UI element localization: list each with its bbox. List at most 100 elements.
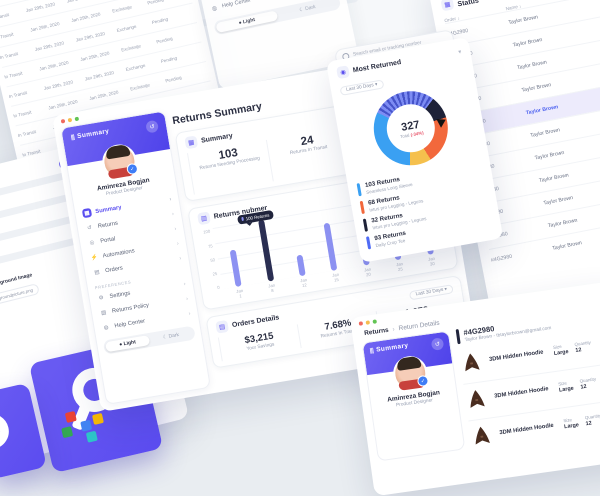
return-details-window: Returns › Return Details ||| Summary ↺ ✓… bbox=[350, 280, 600, 496]
legend-swatch bbox=[356, 183, 362, 197]
status-cell: In Transit bbox=[8, 90, 28, 100]
status-cell: In Transit bbox=[0, 31, 14, 41]
logo-label: Summary bbox=[375, 342, 409, 354]
status-icon: ▦ bbox=[440, 0, 455, 12]
logo-square-green bbox=[61, 426, 74, 439]
chart-bar[interactable] bbox=[288, 214, 308, 277]
y-axis-tick: 75 bbox=[207, 243, 213, 249]
chevron-right-icon: › bbox=[183, 280, 187, 288]
return-item-row[interactable]: 3DM Hidden Hoodie Size Large Quantity 12 bbox=[463, 361, 600, 417]
menu-item-icon: ▦ bbox=[81, 207, 93, 219]
logo-square-blue bbox=[80, 419, 93, 432]
status-cell: In Transit bbox=[3, 70, 23, 80]
app-logo: ||| Summary bbox=[70, 128, 110, 141]
logo-label: Summary bbox=[76, 127, 110, 141]
y-axis-tick: 50 bbox=[209, 257, 216, 263]
background-file-chip[interactable]: Backgroundpicture.png bbox=[0, 283, 41, 308]
orders-card-title: Orders Details bbox=[231, 314, 280, 330]
chevron-right-icon: › bbox=[188, 310, 191, 317]
chevron-right-icon: › bbox=[176, 240, 180, 247]
date-cell: Jan 29th, 2020 bbox=[34, 40, 65, 53]
maximize-window-icon[interactable] bbox=[74, 116, 80, 121]
customer-name-cell: Taylor Brown bbox=[538, 172, 570, 185]
logo-square-yellow bbox=[91, 412, 104, 425]
donut-delta: (-34%) bbox=[410, 129, 424, 137]
minimize-window-icon[interactable] bbox=[365, 319, 370, 325]
close-window-icon[interactable] bbox=[358, 320, 364, 326]
chevron-right-icon: › bbox=[392, 325, 396, 334]
x-axis-tick: Jan 1 bbox=[235, 288, 244, 299]
date-cell: Jan 29th, 2020 bbox=[29, 20, 61, 33]
x-axis-tick: Jan 25 bbox=[395, 261, 404, 273]
chevron-down-icon[interactable]: ▾ bbox=[457, 48, 462, 56]
theme-dark-option[interactable]: ☾ Dark bbox=[298, 4, 317, 14]
summary-card-icon: ▦ bbox=[184, 135, 199, 150]
item-name: 3DM Hidden Hoodie bbox=[493, 386, 549, 400]
return-item-row[interactable]: 3DM Hidden Hoodie Size Large Quantity 12 bbox=[458, 326, 600, 380]
x-axis-tick: Jan 30 bbox=[427, 256, 436, 268]
menu-item-icon: ⚙ bbox=[98, 294, 105, 302]
logo-square-teal bbox=[85, 430, 98, 443]
chart-bar[interactable] bbox=[224, 225, 244, 288]
most-returned-title: Most Returned bbox=[352, 58, 402, 74]
state-cell: Pending bbox=[155, 35, 174, 45]
return-item-row[interactable]: 3DM Hidden Hoodie Size Large Quantity 12 bbox=[468, 398, 600, 454]
date-cell: Jan 29th, 2020 bbox=[88, 89, 119, 102]
order-id-cell: #4G2980 bbox=[490, 253, 513, 264]
state-cell: Pending bbox=[160, 55, 178, 65]
item-name: 3DM Hidden Hoodie bbox=[499, 422, 555, 437]
chevron-right-icon: › bbox=[185, 295, 189, 302]
status-cell: In Transit bbox=[589, 17, 600, 33]
sidebar-mini: ||| Summary ↺ ✓ Aminreza Bogjan Product … bbox=[361, 330, 466, 462]
type-cell: Exchange bbox=[120, 43, 142, 53]
minimize-window-icon[interactable] bbox=[67, 117, 73, 122]
date-range-dropdown[interactable]: Last 30 Days ▾ bbox=[409, 284, 454, 301]
maximize-window-icon[interactable] bbox=[372, 318, 377, 324]
theme-dark-option[interactable]: ☾ Dark bbox=[162, 332, 180, 341]
verified-badge-icon: ✓ bbox=[126, 162, 139, 176]
summary-card-title: Summary bbox=[200, 132, 234, 145]
theme-light-option[interactable]: ● Light bbox=[105, 335, 151, 353]
hoodie-image bbox=[470, 390, 485, 408]
collapse-sidebar-button[interactable]: ↺ bbox=[145, 119, 160, 134]
type-cell: Exchange bbox=[111, 4, 133, 14]
chart-bar[interactable] bbox=[320, 209, 340, 272]
close-window-icon[interactable] bbox=[60, 118, 66, 124]
status-cell: In Transit bbox=[0, 12, 10, 21]
item-name: 3DM Hidden Hoodie bbox=[488, 349, 544, 364]
date-cell: Jan 29th, 2020 bbox=[75, 31, 106, 43]
type-cell: Exchange bbox=[129, 82, 151, 92]
status-cell: In Transit bbox=[585, 0, 600, 11]
logo-icon: ||| bbox=[369, 347, 374, 355]
theme-light-option[interactable]: ● Light bbox=[215, 10, 279, 33]
logo-ring bbox=[0, 410, 13, 453]
collapse-sidebar-button[interactable]: ↺ bbox=[430, 337, 445, 351]
type-cell: Exchange bbox=[116, 23, 137, 34]
menu-item-label: Returns bbox=[97, 220, 119, 230]
menu-item-label: Summary bbox=[94, 204, 122, 215]
size-value: Large bbox=[553, 348, 569, 357]
date-cell: Jan 29th, 2020 bbox=[47, 98, 79, 111]
y-axis-tick: 25 bbox=[212, 271, 218, 277]
status-label: Status bbox=[457, 0, 480, 9]
menu-item-label: Automations bbox=[102, 247, 136, 259]
menu-item-label: Orders bbox=[104, 264, 124, 274]
brand-logo-icon bbox=[0, 408, 27, 479]
chart-bar[interactable] bbox=[256, 219, 276, 283]
date-cell: Jan 29th, 2020 bbox=[38, 59, 70, 72]
quantity-value: 12 bbox=[575, 347, 582, 354]
x-axis-tick: Jan 8 bbox=[267, 283, 276, 294]
y-axis-tick: 0 bbox=[216, 285, 221, 291]
hanger-icon: ◉ bbox=[336, 65, 350, 80]
status-cell: In Transit bbox=[593, 40, 600, 56]
menu-item-icon: ⚡ bbox=[90, 253, 99, 261]
date-cell: Jan 29th, 2020 bbox=[70, 11, 101, 24]
date-cell: Jan 29th, 2020 bbox=[25, 1, 56, 14]
menu-item-icon: ▤ bbox=[93, 268, 100, 276]
return-details-content: #4G2980 Taylor Brown - tbtaylorbrown@gma… bbox=[455, 307, 600, 454]
date-range-dropdown[interactable]: Last 30 Days ▾ bbox=[339, 79, 385, 96]
date-cell: Jan 29th, 2020 bbox=[84, 69, 115, 82]
legend-swatch bbox=[359, 200, 365, 215]
status-cell: In Transit bbox=[0, 51, 19, 61]
legend-swatch bbox=[362, 218, 369, 232]
